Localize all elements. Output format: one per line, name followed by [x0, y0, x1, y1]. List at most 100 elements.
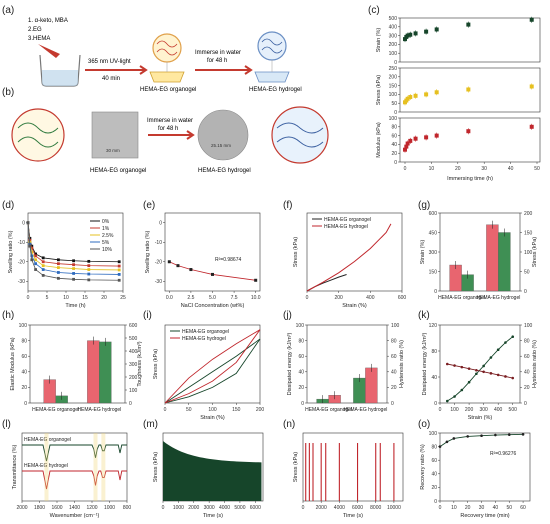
y-tick-label: 200: [524, 211, 533, 217]
data-point: [28, 244, 32, 248]
data-point: [57, 258, 60, 262]
y-tick-label: 0: [524, 401, 527, 407]
data-point: [30, 258, 34, 262]
series-label: HEMA-EG hydrogel: [24, 463, 68, 469]
data-point: [511, 376, 515, 380]
x-tick-label: 600: [398, 295, 407, 301]
bar: [87, 340, 100, 404]
data-point: [424, 29, 429, 34]
data-point: [30, 244, 34, 248]
data-point: [254, 278, 258, 282]
data-point: [72, 272, 75, 275]
data-point: [511, 335, 515, 339]
x-tick-label: 0: [306, 295, 309, 301]
panel-label-d: (d): [2, 200, 14, 211]
plot-frame: [399, 67, 541, 113]
y-tick-label: 100: [429, 431, 438, 437]
data-point: [496, 373, 500, 377]
unloading-curve: [164, 338, 261, 404]
y-tick-label: 40: [431, 472, 437, 478]
data-point: [30, 246, 34, 250]
data-point: [460, 388, 464, 392]
y-axis-label: Swelling ratio (%): [8, 230, 14, 273]
y-tick-label: 80: [391, 125, 397, 131]
panel-label-b: (b): [2, 87, 14, 98]
x-tick-label: 8000: [370, 505, 381, 511]
x-tick-label: 4000: [219, 505, 230, 511]
x-tick-label: 1000: [104, 505, 115, 511]
bar: [99, 341, 112, 404]
x-tick-label: 6000: [250, 505, 261, 511]
y-tick-label: 0: [391, 401, 394, 407]
chart-o: 0 10 20 30 40 50 60 0 20 40 60 80 100 Recovery time (…: [420, 431, 531, 519]
x-tick-label: 2.5: [187, 295, 194, 301]
x-tick-label: 2000: [16, 505, 27, 511]
y-tick-label: 80: [524, 338, 530, 344]
data-point: [117, 268, 121, 272]
organogel-label-b: HEMA-EG organogel: [90, 168, 146, 174]
organogel-label-a: HEMA-EG organogel: [140, 87, 196, 93]
y-tick-label: 100: [389, 116, 398, 122]
panel-label-e: (e): [143, 200, 155, 211]
y-tick-label: 80: [298, 338, 304, 344]
x-tick-label: 1200: [86, 505, 97, 511]
y-tick-label: 0: [434, 499, 437, 505]
y-axis-label: Hysteresis ratio (%): [532, 340, 538, 388]
y-axis-label: Stress (kPa): [293, 237, 299, 267]
data-point: [413, 136, 418, 141]
x-tick-label: 2000: [316, 505, 327, 511]
data-point: [489, 356, 493, 359]
arrow-uv-icon: [85, 65, 148, 75]
y-tick-label: 400: [389, 25, 398, 31]
y-tick-label: 0: [301, 401, 304, 407]
data-point: [467, 380, 471, 384]
y-tick-label: 0: [434, 289, 437, 295]
data-point: [403, 37, 407, 42]
x-axis-label: Immersing time (h): [447, 176, 493, 182]
x-axis-label: Strain (%): [342, 303, 367, 309]
data-point: [72, 263, 75, 267]
plot-frame: [439, 432, 531, 502]
panel-label-k: (k): [418, 310, 430, 321]
data-point: [475, 368, 478, 372]
arrow-immerse-b-icon: [148, 130, 195, 140]
pour-arrow-icon: [38, 44, 60, 58]
y-axis-label: Modulus (kPa): [376, 122, 382, 158]
beaker-icon: [39, 54, 81, 87]
x-tick-label: 2000: [188, 505, 199, 511]
data-point: [480, 434, 483, 438]
y-tick-label: 100: [391, 323, 400, 329]
data-point: [34, 258, 37, 262]
x-tick-label: 30: [481, 166, 487, 172]
y-tick-label: 0: [159, 221, 162, 227]
panel-label-j: (j): [283, 310, 292, 321]
y-tick-label: 150: [524, 230, 533, 236]
y-tick-label: 20: [298, 385, 304, 391]
x-tick-label: 30: [479, 505, 485, 511]
data-point: [460, 365, 464, 369]
x-tick-label: 10: [63, 295, 69, 301]
data-point: [424, 92, 429, 97]
hydrogel-zoom-icon: [271, 106, 329, 164]
y-tick-label: 60: [524, 354, 530, 360]
y-tick-label: 20: [391, 151, 397, 157]
y-tick-label: 100: [524, 323, 533, 329]
y-axis-label: Hysteresis ratio (%): [399, 340, 405, 388]
y-axis-label: Stress (kPa): [293, 452, 299, 482]
data-point: [41, 268, 45, 271]
panel-label-a: (a): [2, 5, 14, 16]
y-tick-label: 600: [429, 211, 438, 217]
y-tick-label: 0: [434, 401, 437, 407]
y-axis-label: Stress (kPa): [153, 452, 159, 482]
data-point: [57, 262, 60, 266]
panel-label-l: (l): [2, 419, 11, 430]
y-tick-label: 100: [524, 250, 533, 256]
x-tick-label: 10: [429, 166, 435, 172]
uv-label: 365 nm UV-light: [88, 59, 131, 65]
x-tick-label: 0: [439, 407, 442, 413]
category-label: HEMA-EG hydrogel: [77, 407, 121, 413]
y-tick-label: 0: [22, 221, 25, 227]
y-tick-label: 150: [429, 269, 438, 275]
arrow-immerse-icon: [195, 65, 253, 75]
x-axis-label: Time (s): [343, 513, 363, 519]
